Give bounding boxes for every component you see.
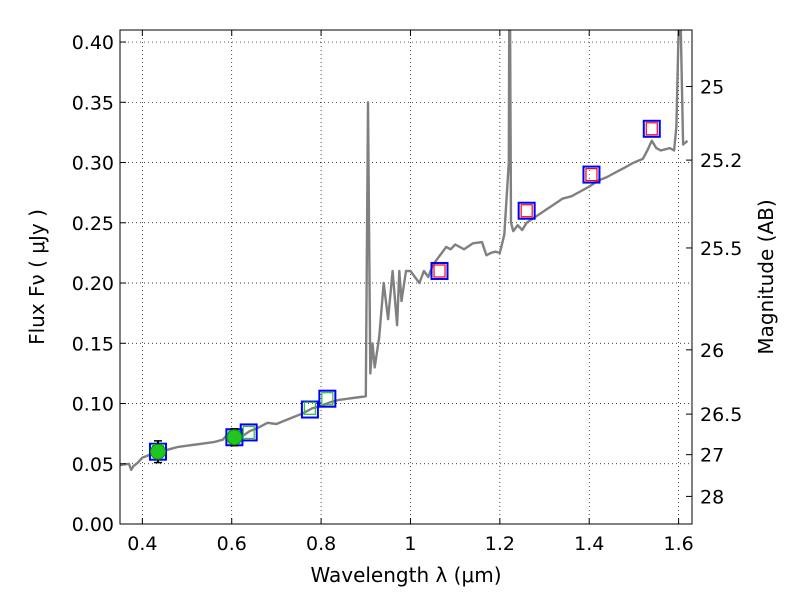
mag-tick-label: 25.2: [700, 150, 742, 172]
x-tick-label: 1.4: [574, 533, 604, 555]
model-spectrum-line: [120, 30, 689, 471]
band-flux-marker: [242, 425, 255, 440]
mag-tick-label: 27: [700, 445, 724, 467]
model-band-marker: [300, 400, 319, 419]
model-band-marker: [517, 201, 536, 220]
right-axis-title: Magnitude (AB): [754, 199, 778, 354]
mag-tick-label: 25.5: [700, 238, 742, 260]
y-tick-label: 0.20: [72, 273, 114, 295]
plot-area: [120, 30, 689, 471]
model-band-marker: [582, 165, 601, 184]
upper-limit-marker: [433, 264, 446, 278]
x-tick-label: 1: [404, 533, 416, 555]
mag-tick-label: 25: [700, 77, 724, 99]
band-flux-marker: [321, 392, 334, 406]
x-axis-title: Wavelength λ (μm): [310, 563, 501, 587]
model-band-marker: [318, 389, 337, 408]
x-tick-label: 1.2: [485, 533, 515, 555]
y-tick-label: 0.15: [72, 333, 114, 355]
y-tick-label: 0.25: [72, 213, 114, 235]
y-tick-label: 0.40: [72, 32, 114, 54]
mag-tick-label: 26.5: [700, 404, 742, 426]
observed-flux-point: [226, 429, 243, 446]
axes-frame: [119, 29, 693, 525]
y-tick-label: 0.05: [72, 454, 114, 476]
x-tick-label: 0.6: [217, 533, 247, 555]
y-axis-title: Flux Fν ( μJy ): [25, 209, 49, 345]
y-tick-label: 0.30: [72, 153, 114, 175]
upper-limit-marker: [585, 167, 598, 182]
y-tick-label: 0.35: [72, 92, 114, 114]
model-band-marker: [642, 119, 661, 138]
observed-flux-point: [149, 443, 166, 460]
x-tick-label: 0.4: [127, 533, 157, 555]
upper-limit-marker: [520, 204, 533, 218]
y-tick-label: 0.10: [72, 394, 114, 416]
mag-tick-label: 26: [700, 340, 724, 362]
y-tick-label: 0.00: [72, 514, 114, 536]
mag-tick-label: 28: [700, 486, 724, 508]
upper-limit-marker: [645, 122, 658, 136]
tick-labels: 0.4 0.6 0.8 1 1.2 1.4 1.6 0.00 0.05 0.10 0.15 0.20 0…: [72, 32, 743, 555]
x-tick-label: 1.6: [663, 533, 693, 555]
axis-ticks: [120, 30, 692, 525]
band-flux-marker: [303, 401, 317, 415]
model-band-marker: [430, 261, 449, 280]
x-tick-label: 0.8: [306, 533, 336, 555]
